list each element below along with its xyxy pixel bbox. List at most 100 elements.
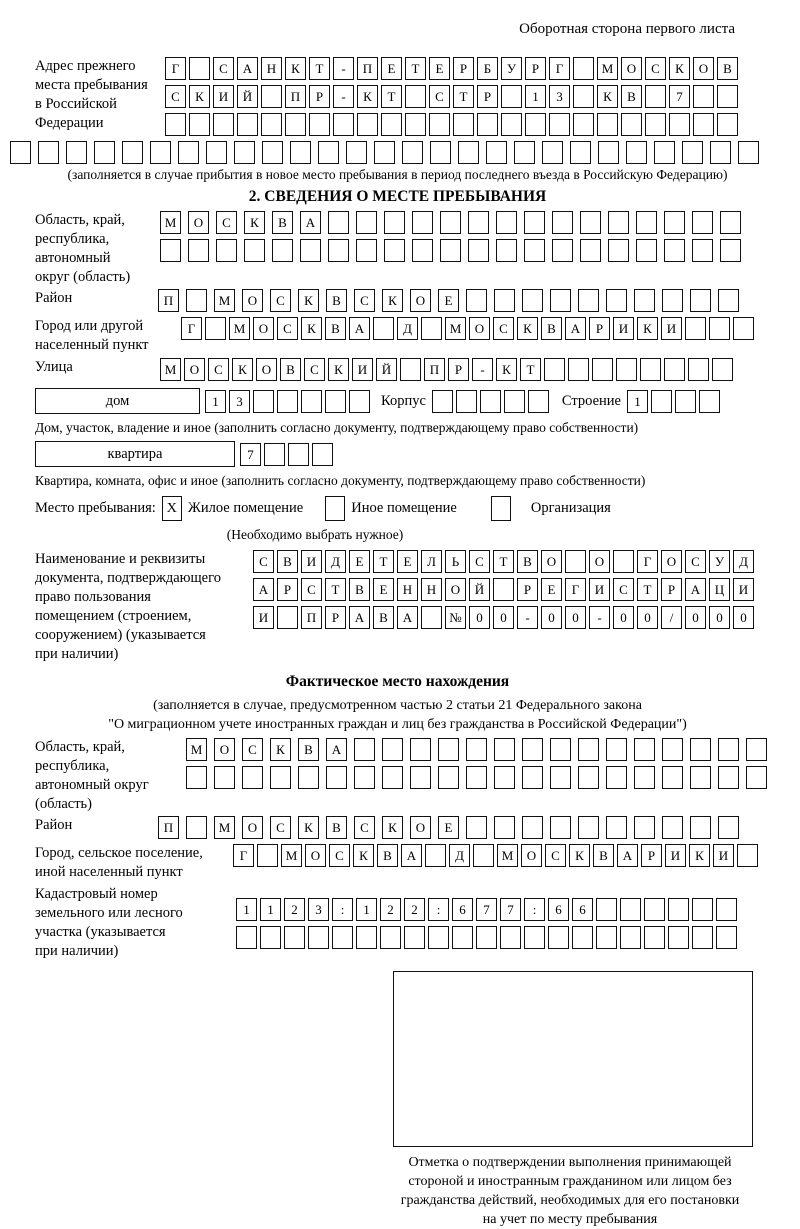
char-cell[interactable]	[613, 550, 634, 573]
char-cell[interactable]	[692, 211, 713, 234]
char-cell[interactable]	[410, 738, 431, 761]
char-cell[interactable]: С	[270, 816, 291, 839]
char-cell[interactable]: Р	[641, 844, 662, 867]
char-cell[interactable]: А	[349, 606, 370, 629]
char-cell[interactable]: Р	[477, 85, 498, 108]
char-cell[interactable]	[473, 844, 494, 867]
char-cell[interactable]: 0	[733, 606, 754, 629]
char-cell[interactable]: Б	[477, 57, 498, 80]
char-cell[interactable]: С	[354, 289, 375, 312]
char-cell[interactable]: К	[637, 317, 658, 340]
char-cell[interactable]: Й	[469, 578, 490, 601]
char-cell[interactable]	[522, 289, 543, 312]
char-cell[interactable]: М	[281, 844, 302, 867]
char-cell[interactable]	[524, 239, 545, 262]
char-cell[interactable]	[206, 141, 227, 164]
char-cell[interactable]	[384, 239, 405, 262]
char-cell[interactable]	[309, 113, 330, 136]
char-cell[interactable]: С	[253, 550, 274, 573]
char-cell[interactable]	[503, 389, 525, 413]
char-cell[interactable]	[494, 738, 515, 761]
char-cell[interactable]: 2	[404, 898, 425, 921]
char-cell[interactable]	[542, 141, 563, 164]
char-cell[interactable]: Т	[405, 57, 426, 80]
char-cell[interactable]	[578, 816, 599, 839]
char-cell[interactable]: О	[469, 317, 490, 340]
char-cell[interactable]	[524, 926, 545, 949]
char-cell[interactable]	[356, 239, 377, 262]
char-cell[interactable]: 3	[549, 85, 570, 108]
char-cell[interactable]: Е	[541, 578, 562, 601]
char-cell[interactable]: С	[165, 85, 186, 108]
char-cell[interactable]: А	[253, 578, 274, 601]
char-cell[interactable]	[405, 113, 426, 136]
char-cell[interactable]	[698, 389, 720, 413]
char-cell[interactable]	[668, 926, 689, 949]
char-cell[interactable]: О	[253, 317, 274, 340]
char-cell[interactable]	[381, 113, 402, 136]
char-cell[interactable]	[216, 239, 237, 262]
char-cell[interactable]	[346, 141, 367, 164]
char-cell[interactable]: А	[617, 844, 638, 867]
char-cell[interactable]: О	[693, 57, 714, 80]
char-cell[interactable]: :	[524, 898, 545, 921]
char-cell[interactable]	[66, 141, 87, 164]
char-cell[interactable]	[466, 816, 487, 839]
char-cell[interactable]	[214, 766, 235, 789]
char-cell[interactable]: Н	[421, 578, 442, 601]
char-cell[interactable]	[244, 239, 265, 262]
char-cell[interactable]: 6	[548, 898, 569, 921]
char-cell[interactable]: -	[333, 57, 354, 80]
char-cell[interactable]	[634, 816, 655, 839]
char-cell[interactable]	[493, 578, 514, 601]
char-cell[interactable]	[94, 141, 115, 164]
char-cell[interactable]: А	[300, 211, 321, 234]
char-cell[interactable]	[476, 926, 497, 949]
char-cell[interactable]: О	[242, 289, 263, 312]
char-cell[interactable]	[522, 738, 543, 761]
char-cell[interactable]	[494, 289, 515, 312]
char-cell[interactable]	[298, 766, 319, 789]
char-cell[interactable]	[690, 289, 711, 312]
char-cell[interactable]	[186, 816, 207, 839]
char-cell[interactable]	[357, 113, 378, 136]
checkbox-organization[interactable]	[490, 496, 511, 521]
char-cell[interactable]	[636, 211, 657, 234]
char-cell[interactable]: К	[285, 57, 306, 80]
char-cell[interactable]: С	[277, 317, 298, 340]
char-cell[interactable]: К	[353, 844, 374, 867]
char-cell[interactable]: -	[472, 358, 493, 381]
char-cell[interactable]	[301, 389, 322, 413]
char-cell[interactable]: №	[445, 606, 466, 629]
char-cell[interactable]: Е	[397, 550, 418, 573]
char-cell[interactable]	[644, 898, 665, 921]
char-cell[interactable]: Г	[637, 550, 658, 573]
char-cell[interactable]	[578, 289, 599, 312]
char-cell[interactable]: Р	[309, 85, 330, 108]
char-cell[interactable]: И	[301, 550, 322, 573]
char-cell[interactable]: С	[354, 816, 375, 839]
char-cell[interactable]: Е	[438, 816, 459, 839]
char-cell[interactable]	[178, 141, 199, 164]
char-cell[interactable]	[685, 317, 706, 340]
char-cell[interactable]	[237, 113, 258, 136]
char-cell[interactable]	[718, 289, 739, 312]
char-cell[interactable]	[374, 141, 395, 164]
char-cell[interactable]	[496, 239, 517, 262]
char-cell[interactable]	[634, 738, 655, 761]
char-cell[interactable]	[189, 57, 210, 80]
char-cell[interactable]	[326, 766, 347, 789]
char-cell[interactable]: В	[517, 550, 538, 573]
char-cell[interactable]	[720, 239, 741, 262]
char-cell[interactable]: С	[304, 358, 325, 381]
char-cell[interactable]: -	[589, 606, 610, 629]
char-cell[interactable]: К	[298, 289, 319, 312]
char-cell[interactable]: Г	[165, 57, 186, 80]
char-cell[interactable]: У	[501, 57, 522, 80]
char-cell[interactable]	[429, 113, 450, 136]
char-cell[interactable]: В	[272, 211, 293, 234]
char-cell[interactable]: К	[517, 317, 538, 340]
char-cell[interactable]: О	[445, 578, 466, 601]
char-cell[interactable]: К	[270, 738, 291, 761]
char-cell[interactable]	[662, 289, 683, 312]
